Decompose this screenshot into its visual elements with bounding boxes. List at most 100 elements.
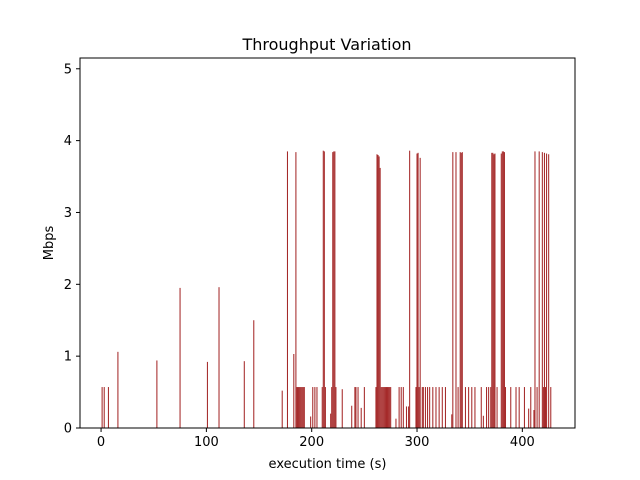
bar (533, 410, 535, 428)
bar (480, 387, 482, 428)
y-tick-label: 5 (64, 62, 72, 77)
bar (534, 151, 536, 428)
bar (451, 414, 453, 428)
bar (417, 152, 419, 428)
bar (546, 153, 548, 429)
bar (383, 387, 385, 428)
bar (286, 151, 288, 428)
bar (321, 387, 323, 428)
x-tick-label: 0 (97, 435, 105, 450)
y-tick-label: 0 (64, 422, 72, 437)
x-tick-label: 100 (194, 435, 219, 450)
bar (341, 389, 343, 428)
bar (501, 151, 503, 428)
bar (389, 387, 391, 428)
bar (435, 387, 437, 428)
bar (429, 387, 431, 428)
bar (377, 154, 379, 429)
bar (491, 152, 493, 428)
bar (438, 387, 440, 428)
bar (418, 387, 420, 428)
bar (427, 387, 429, 428)
bar (474, 387, 476, 428)
bar (332, 152, 334, 428)
bar (302, 387, 304, 428)
x-axis-ticks: 0 100 200 300 400 (97, 428, 535, 450)
bar (323, 151, 325, 428)
bar (444, 387, 446, 428)
bar (355, 387, 357, 428)
bar (390, 387, 392, 428)
bar (441, 387, 443, 428)
bar (331, 387, 333, 428)
bar (530, 387, 532, 428)
bar (419, 157, 421, 429)
bars-group (101, 150, 552, 429)
bar (297, 387, 299, 428)
bar (281, 390, 283, 428)
bar (490, 387, 492, 428)
chart-title: Throughput Variation (241, 35, 411, 54)
bar (354, 387, 356, 428)
bar (384, 387, 386, 428)
bar (335, 387, 337, 428)
bar (303, 387, 305, 428)
bar (452, 152, 454, 428)
x-tick-label: 300 (405, 435, 430, 450)
bar (471, 387, 473, 428)
bar (360, 407, 362, 428)
x-tick-label: 400 (510, 435, 535, 450)
bar (510, 387, 512, 428)
bar (496, 387, 498, 428)
bar (408, 406, 410, 428)
bar (542, 387, 544, 428)
bar (488, 387, 490, 428)
bar (293, 354, 295, 428)
bar (103, 387, 105, 428)
bar (107, 387, 109, 428)
bar (405, 406, 408, 428)
bar (312, 387, 314, 428)
bar (299, 387, 301, 428)
bar (380, 387, 382, 428)
bar (460, 152, 462, 428)
plot-frame (79, 57, 576, 429)
bar (492, 152, 494, 428)
bar (334, 151, 336, 428)
bar (382, 387, 384, 428)
bar (296, 387, 298, 428)
bar (455, 152, 457, 428)
bar (351, 405, 353, 428)
bar (376, 154, 378, 428)
bar (301, 387, 303, 428)
bar (357, 387, 359, 428)
bar (218, 287, 220, 428)
bar (375, 387, 377, 428)
bar (518, 387, 520, 428)
bar (395, 418, 397, 428)
bar (415, 387, 417, 428)
bar (541, 152, 543, 428)
bar (416, 153, 418, 429)
bar (421, 387, 423, 428)
bar (385, 387, 387, 428)
bar (206, 361, 208, 428)
bar (388, 387, 390, 428)
bar (333, 151, 335, 428)
bar (322, 150, 324, 428)
bar (117, 351, 119, 428)
bar (422, 387, 424, 428)
bar (494, 153, 496, 429)
bar (253, 320, 255, 428)
bar (300, 387, 302, 428)
bar (515, 387, 517, 428)
bar (424, 387, 426, 428)
bar (387, 387, 389, 428)
bar (432, 387, 434, 428)
bar (381, 387, 383, 428)
bar (409, 150, 411, 428)
bar (486, 387, 488, 428)
